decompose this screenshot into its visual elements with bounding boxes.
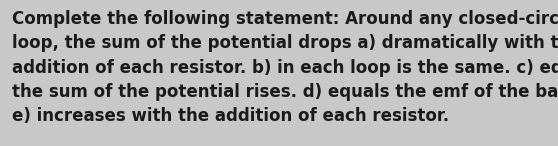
Text: Complete the following statement: Around any closed-circuit
loop, the sum of the: Complete the following statement: Around…: [12, 10, 558, 125]
